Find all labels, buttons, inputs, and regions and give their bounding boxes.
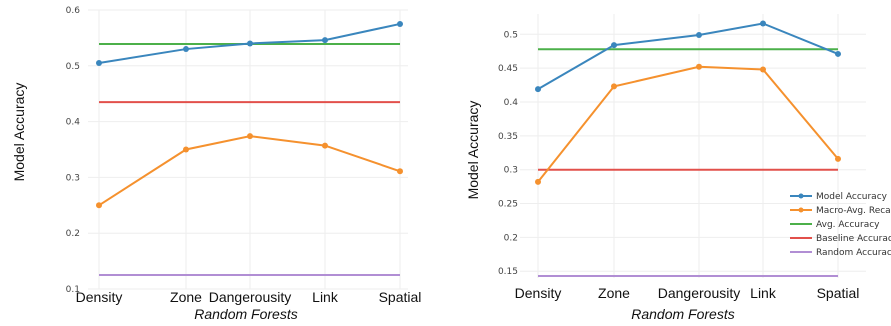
- y-tick-label: 0.35: [498, 132, 518, 142]
- data-point-model-density: [535, 86, 541, 93]
- series-model: [96, 20, 403, 67]
- y-tick-label: 0.6: [66, 6, 81, 16]
- legend-label-baseline: Baseline Accuracy: [816, 234, 891, 244]
- data-point-model-zone: [611, 42, 617, 49]
- series-line-model: [537, 22, 839, 91]
- y-tick-label: 0.25: [498, 200, 518, 210]
- data-point-macro-spatial: [397, 168, 403, 175]
- y-axis-title: Model Accuracy: [465, 101, 481, 200]
- x-tick-label-dangerousity: Dangerousity: [658, 285, 741, 301]
- series-macro: [96, 133, 403, 209]
- x-tick-label-spatial: Spatial: [817, 285, 860, 301]
- x-tick-label-spatial: Spatial: [379, 289, 422, 305]
- y-axis-title: Model Accuracy: [11, 83, 27, 182]
- x-tick-label-density: Density: [76, 289, 123, 305]
- data-point-model-link: [322, 37, 328, 44]
- y-tick-label: 0.2: [504, 233, 518, 243]
- legend-marker-model: [798, 193, 804, 199]
- data-point-model-dangerousity: [696, 31, 702, 38]
- series-macro: [535, 63, 841, 185]
- y-tick-label: 0.5: [504, 30, 518, 40]
- y-tick-label: 0.3: [66, 173, 80, 183]
- data-point-macro-dangerousity: [247, 133, 253, 140]
- series-model: [535, 20, 841, 93]
- x-tick-label-link: Link: [750, 285, 777, 301]
- y-tick-label: 0.4: [66, 118, 81, 128]
- data-point-macro-link: [322, 142, 328, 149]
- x-tick-label-link: Link: [312, 289, 339, 305]
- x-axis-title: Random Forests: [194, 306, 297, 322]
- legend-label-model: Model Accuracy: [816, 192, 888, 202]
- data-point-model-spatial: [835, 50, 841, 57]
- y-tick-label: 0.4: [504, 98, 519, 108]
- data-point-macro-zone: [183, 146, 189, 153]
- y-tick-label: 0.15: [498, 267, 518, 277]
- data-point-macro-density: [535, 178, 541, 185]
- y-tick-label: 0.2: [66, 229, 80, 239]
- x-tick-label-dangerousity: Dangerousity: [209, 289, 292, 305]
- data-point-model-link: [760, 20, 766, 27]
- legend-label-avg: Avg. Accuracy: [816, 220, 880, 230]
- y-tick-label: 0.5: [66, 62, 80, 72]
- y-tick-label: 0.45: [498, 64, 518, 74]
- y-tick-label: 0.3: [504, 166, 518, 176]
- x-tick-label-density: Density: [515, 285, 562, 301]
- x-tick-label-zone: Zone: [598, 285, 630, 301]
- data-point-model-density: [96, 60, 102, 67]
- data-point-model-dangerousity: [247, 40, 253, 47]
- data-point-macro-spatial: [835, 155, 841, 162]
- y-axis-ticks: 0.15 0.2 0.25 0.3 0.35 0.4 0.45 0.5: [498, 30, 518, 277]
- data-point-macro-dangerousity: [696, 63, 702, 70]
- series-line-macro: [537, 65, 839, 183]
- grid-lines: [88, 9, 408, 290]
- x-axis-title: Random Forests: [631, 306, 734, 322]
- grid-lines: [520, 14, 866, 278]
- x-tick-label-zone: Zone: [170, 289, 202, 305]
- x-axis-ticks: Density Zone Dangerousity Link Spatial: [76, 289, 422, 305]
- data-point-macro-density: [96, 202, 102, 209]
- y-axis-ticks: 0.1 0.2 0.3 0.4 0.5 0.6: [66, 6, 81, 295]
- legend-label-random: Random Accuracy: [816, 248, 891, 258]
- data-point-model-zone: [183, 46, 189, 53]
- legend-marker-macro: [798, 207, 804, 213]
- data-point-macro-zone: [611, 83, 617, 90]
- legend-label-macro: Macro-Avg. Recal: [816, 206, 891, 216]
- data-point-macro-link: [760, 66, 766, 73]
- data-point-model-spatial: [397, 20, 403, 27]
- legend: Model Accuracy Macro-Avg. Recal Avg. Accur…: [790, 192, 891, 258]
- chart-1: 0.1 0.2 0.3 0.4 0.5 0.6 Density Zone Dangerousit…: [11, 6, 421, 322]
- x-axis-ticks: Density Zone Dangerousity Link Spatial: [515, 285, 860, 301]
- y-tick-label: 0.1: [66, 285, 80, 295]
